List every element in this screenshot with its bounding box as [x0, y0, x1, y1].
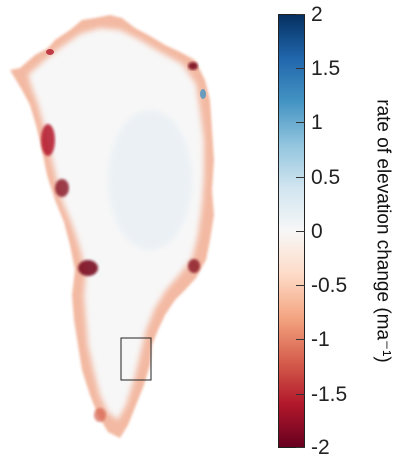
tick-mark — [296, 339, 305, 340]
hotspot-jakobshavn — [78, 260, 98, 276]
tick-label: -1.5 — [311, 383, 348, 406]
inset-box — [120, 337, 152, 381]
hotspot-north — [46, 49, 54, 55]
tick-mark — [296, 68, 305, 69]
hotspot-southwest — [94, 408, 106, 422]
tick-label: -2 — [311, 436, 330, 459]
tick-label: 1.5 — [311, 57, 341, 80]
tick-mark — [296, 177, 305, 178]
hotspot-northwest — [41, 124, 55, 156]
tick-label: -0.5 — [311, 274, 348, 297]
tick-mark — [296, 285, 305, 286]
tick-label: 2 — [311, 3, 323, 26]
tick-mark — [296, 447, 305, 448]
greenland-elevation-change-map — [10, 15, 214, 438]
tick-mark — [296, 122, 305, 123]
tick-mark — [296, 14, 305, 15]
tick-label: 1 — [311, 111, 323, 134]
tick-mark — [296, 231, 305, 232]
hotspot-northeast — [188, 62, 198, 70]
interior-thickening-zone — [108, 110, 192, 250]
tick-mark — [296, 394, 305, 395]
tick-label: -1 — [311, 328, 330, 351]
thickening-spot — [200, 89, 206, 99]
tick-label: 0.5 — [311, 166, 341, 189]
hotspot-west — [55, 179, 69, 197]
tick-label: 0 — [311, 220, 323, 243]
hotspot-east — [188, 259, 200, 273]
colorbar-label: rate of elevation change (ma⁻¹) — [372, 99, 394, 363]
